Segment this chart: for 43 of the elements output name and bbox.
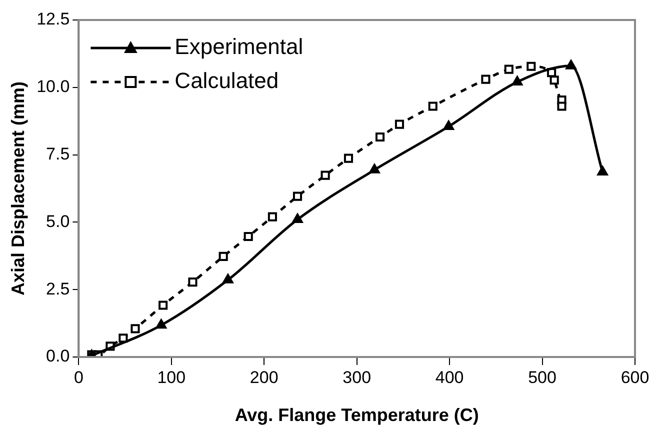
point	[188, 278, 198, 287]
point	[292, 214, 303, 224]
point	[244, 232, 253, 242]
legend-label: Experimental	[174, 34, 304, 60]
point	[292, 192, 302, 201]
point	[481, 74, 490, 84]
x-tick-label: 300	[342, 368, 372, 387]
point	[597, 166, 608, 176]
point	[118, 334, 128, 343]
legend-label: Calculated	[174, 68, 279, 94]
point	[268, 212, 278, 222]
point	[504, 64, 514, 74]
x-tick-label: 100	[157, 368, 186, 387]
point	[394, 120, 404, 129]
y-tick-label: 5.0	[46, 212, 70, 231]
y-tick-label: 10.0	[36, 77, 70, 96]
point	[320, 170, 330, 180]
point	[550, 76, 559, 85]
point	[443, 120, 454, 130]
y-tick-label: 12.5	[36, 10, 70, 29]
x-tick-label: 500	[528, 368, 556, 387]
y-tick-label: 2.5	[46, 279, 70, 298]
y-axis-title: Axial Displacement (mm)	[8, 81, 28, 296]
x-tick-label: 0	[74, 368, 84, 387]
point	[566, 60, 576, 70]
x-axis-title: Avg. Flange Temperature (C)	[234, 405, 479, 426]
point	[222, 274, 234, 284]
point	[158, 300, 168, 310]
x-tick-label: 200	[250, 368, 278, 387]
point	[156, 319, 167, 329]
point	[218, 252, 228, 261]
point	[557, 102, 566, 111]
point	[375, 132, 385, 142]
y-tick-label: 0.0	[46, 346, 70, 366]
x-tick-label: 400	[435, 368, 464, 387]
x-tick-label: 600	[620, 368, 650, 387]
point	[512, 76, 523, 86]
point	[369, 164, 380, 174]
point	[344, 154, 354, 163]
point	[428, 102, 438, 111]
y-tick-label: 7.5	[46, 144, 70, 164]
point	[526, 62, 536, 71]
point	[130, 324, 140, 334]
